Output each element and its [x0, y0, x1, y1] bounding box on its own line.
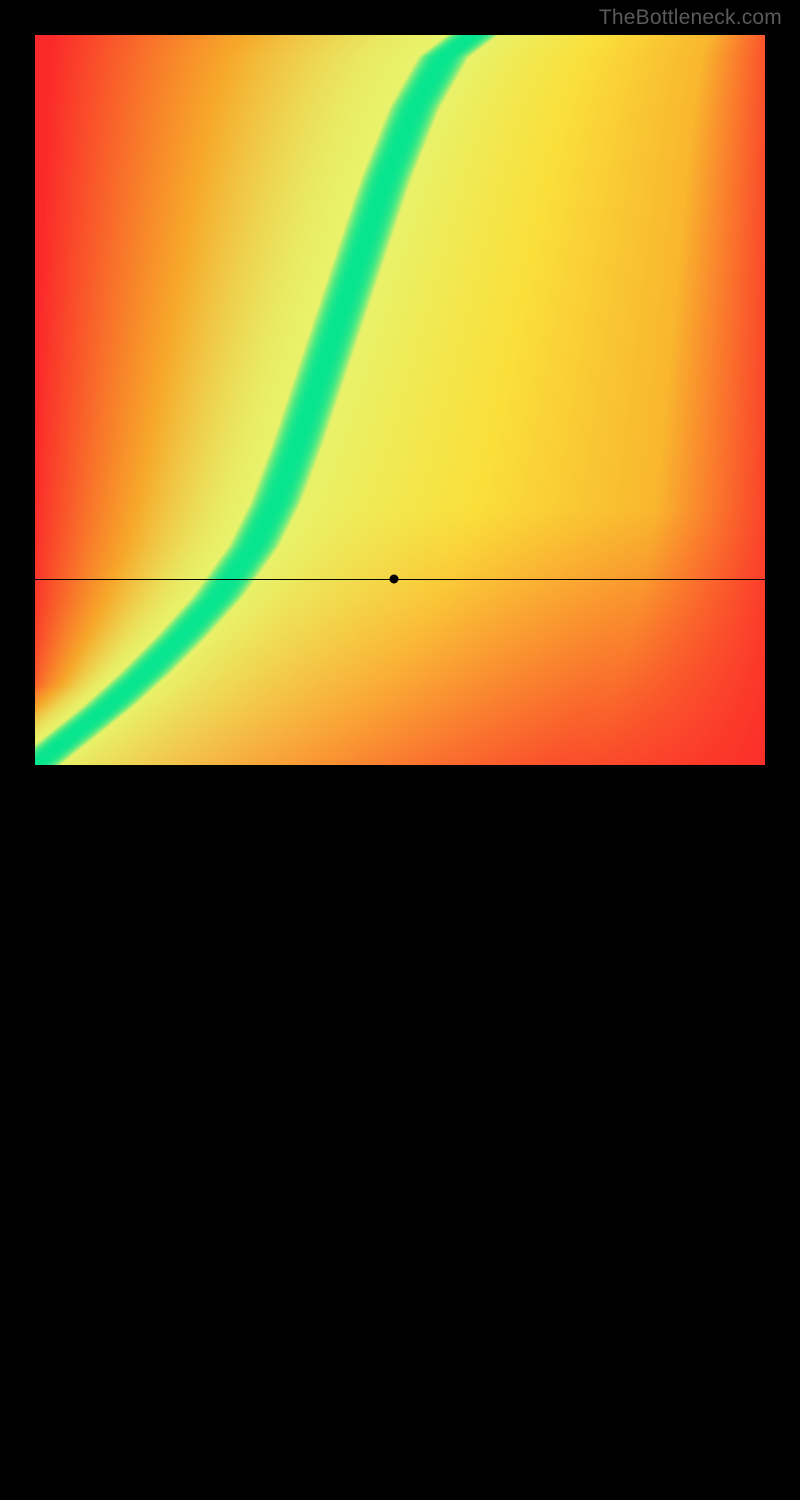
- crosshair-marker: [390, 574, 399, 583]
- crosshair-vertical: [394, 770, 395, 1500]
- watermark-text: TheBottleneck.com: [599, 6, 782, 30]
- heatmap-canvas: [35, 35, 765, 765]
- heatmap-plot-area: [35, 35, 765, 765]
- crosshair-horizontal: [35, 579, 765, 580]
